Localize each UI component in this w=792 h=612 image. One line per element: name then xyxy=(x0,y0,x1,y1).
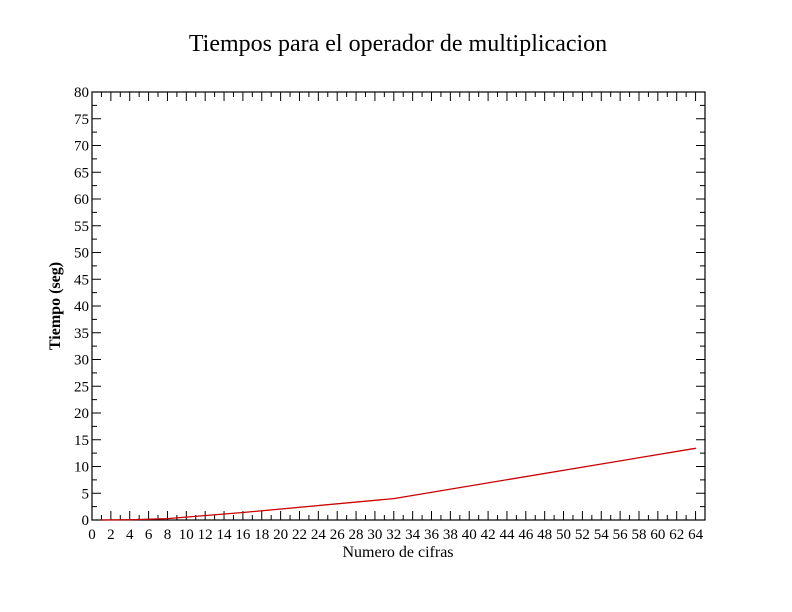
y-tick-label: 15 xyxy=(74,433,89,449)
y-tick-label: 0 xyxy=(82,513,90,529)
y-tick-label: 30 xyxy=(74,353,89,369)
x-tick-label: 50 xyxy=(556,527,571,543)
data-point xyxy=(166,518,169,520)
series-group xyxy=(100,447,697,521)
data-point xyxy=(129,519,131,521)
x-tick-label: 42 xyxy=(481,527,496,543)
x-tick-label: 60 xyxy=(650,527,665,543)
x-tick-label: 12 xyxy=(198,527,213,543)
data-point xyxy=(100,519,103,521)
y-tick-label: 25 xyxy=(74,379,89,395)
x-tick-label: 40 xyxy=(462,527,477,543)
data-point xyxy=(393,498,395,500)
series-line xyxy=(101,447,696,521)
data-point xyxy=(110,519,112,521)
x-tick-label: 22 xyxy=(292,527,307,543)
y-tick-label: 60 xyxy=(74,192,89,208)
y-tick-label: 65 xyxy=(74,165,89,181)
y-tick-label: 35 xyxy=(74,326,89,342)
x-axis-label: Numero de cifras xyxy=(342,544,453,561)
x-tick-label: 14 xyxy=(217,527,233,543)
x-tick-label: 52 xyxy=(575,527,590,543)
y-tick-label: 50 xyxy=(74,246,89,262)
y-tick-label: 45 xyxy=(74,272,89,288)
x-tick-label: 36 xyxy=(424,527,440,543)
y-tick-label: 70 xyxy=(74,139,89,155)
x-tick-label: 48 xyxy=(537,527,552,543)
x-tick-label: 16 xyxy=(235,527,251,543)
x-tick-label: 32 xyxy=(386,527,401,543)
y-tick-label: 5 xyxy=(82,486,90,502)
y-tick-label: 80 xyxy=(74,85,89,101)
x-tick-label: 30 xyxy=(367,527,382,543)
x-tick-label: 38 xyxy=(443,527,458,543)
x-tick-label: 28 xyxy=(349,527,364,543)
y-tick-label: 55 xyxy=(74,219,89,235)
x-tick-label: 20 xyxy=(273,527,288,543)
x-tick-label: 4 xyxy=(126,527,134,543)
tick-labels: 0 2 4 6 8 10 12 14 16 18 20 22 24 26 28 30 32 34 36 38 40 42 4… xyxy=(74,85,704,543)
x-tick-label: 62 xyxy=(669,527,684,543)
x-tick-label: 10 xyxy=(179,527,194,543)
data-point xyxy=(694,447,697,449)
x-tick-label: 58 xyxy=(631,527,646,543)
axis-ticks xyxy=(91,91,705,521)
plot-frame xyxy=(91,91,706,521)
y-tick-label: 40 xyxy=(74,299,89,315)
x-tick-label: 24 xyxy=(311,527,327,543)
x-tick-label: 2 xyxy=(107,527,115,543)
chart-title: Tiempos para el operador de multiplicaci… xyxy=(189,31,607,57)
x-tick-label: 56 xyxy=(613,527,629,543)
x-tick-label: 54 xyxy=(594,527,610,543)
x-tick-label: 44 xyxy=(499,527,515,543)
x-tick-label: 0 xyxy=(88,527,96,543)
data-point xyxy=(242,511,244,514)
x-tick-label: 6 xyxy=(145,527,153,543)
x-tick-label: 8 xyxy=(164,527,172,543)
y-tick-label: 10 xyxy=(74,460,89,476)
x-tick-label: 46 xyxy=(518,527,534,543)
y-axis-label: Tiempo (seg) xyxy=(47,262,64,350)
x-tick-label: 34 xyxy=(405,527,421,543)
x-tick-label: 26 xyxy=(330,527,346,543)
y-tick-label: 20 xyxy=(74,406,89,422)
x-tick-label: 64 xyxy=(688,527,704,543)
x-tick-label: 18 xyxy=(254,527,269,543)
y-tick-label: 75 xyxy=(74,112,89,128)
